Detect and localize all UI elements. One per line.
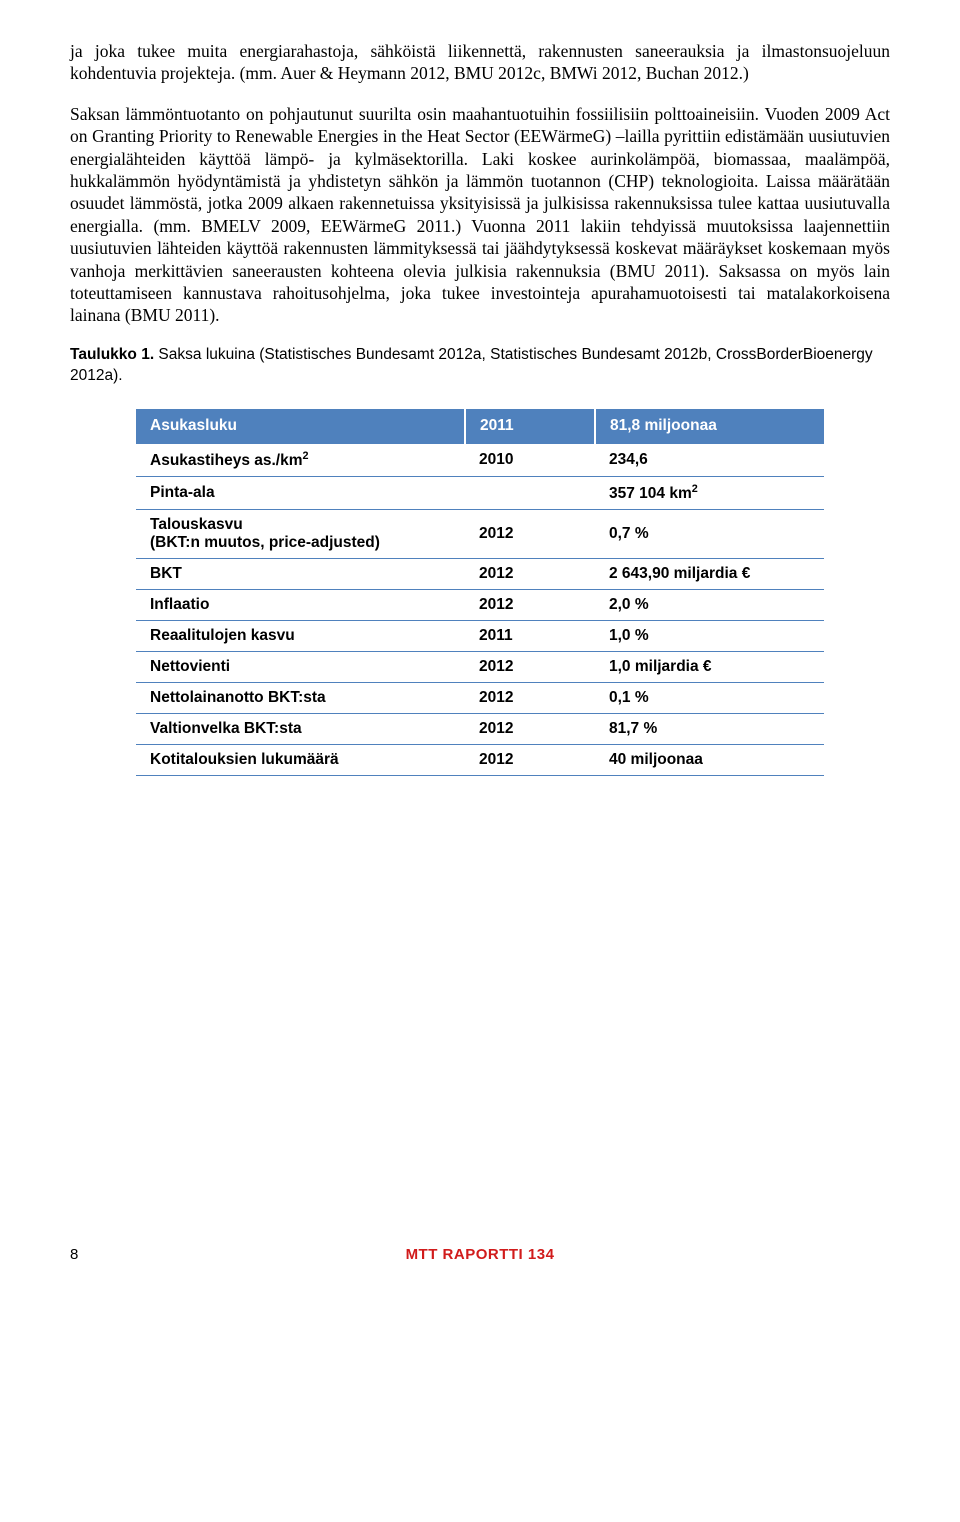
row-label: Nettovienti [136,651,465,682]
paragraph-2: Saksan lämmöntuotanto on pohjautunut suu… [70,103,890,327]
table-row: Nettovienti20121,0 miljardia € [136,651,824,682]
row-value: 1,0 % [595,620,824,651]
header-cell: 2011 [465,409,595,444]
row-value: 2 643,90 miljardia € [595,558,824,589]
page-footer: 8 MTT RAPORTTI 134 [70,1246,890,1287]
footer-brand: MTT RAPORTTI 134 [110,1246,850,1263]
document-page: ja joka tukee muita energiarahastoja, sä… [0,0,960,1317]
paragraph-1: ja joka tukee muita energiarahastoja, sä… [70,40,890,85]
header-cell: Asukasluku [136,409,465,444]
table-row: Talouskasvu(BKT:n muutos, price-adjusted… [136,509,824,558]
table-body: Asukastiheys as./km22010234,6Pinta-ala35… [136,443,824,775]
row-year: 2011 [465,620,595,651]
stats-table: Asukasluku 2011 81,8 miljoonaa Asukastih… [136,409,824,776]
row-label: Talouskasvu(BKT:n muutos, price-adjusted… [136,509,465,558]
row-year: 2012 [465,744,595,775]
row-value: 40 miljoonaa [595,744,824,775]
row-value: 0,7 % [595,509,824,558]
table-row: Valtionvelka BKT:sta201281,7 % [136,713,824,744]
row-year: 2012 [465,682,595,713]
caption-text: Saksa lukuina (Statistisches Bundesamt 2… [70,346,873,384]
table-caption: Taulukko 1. Saksa lukuina (Statistisches… [70,345,890,387]
row-value: 81,7 % [595,713,824,744]
row-value: 2,0 % [595,589,824,620]
row-label: Valtionvelka BKT:sta [136,713,465,744]
table-header-row: Asukasluku 2011 81,8 miljoonaa [136,409,824,444]
row-label: Reaalitulojen kasvu [136,620,465,651]
row-year: 2012 [465,589,595,620]
table-row: Inflaatio20122,0 % [136,589,824,620]
row-label: Nettolainanotto BKT:sta [136,682,465,713]
row-year: 2012 [465,713,595,744]
row-year: 2010 [465,443,595,476]
table-row: Nettolainanotto BKT:sta20120,1 % [136,682,824,713]
caption-label: Taulukko 1. [70,346,154,363]
table-row: Kotitalouksien lukumäärä201240 miljoonaa [136,744,824,775]
row-value: 1,0 miljardia € [595,651,824,682]
header-cell: 81,8 miljoonaa [595,409,824,444]
table-row: Pinta-ala 357 104 km2 [136,476,824,509]
row-value: 357 104 km2 [595,476,824,509]
row-label: Inflaatio [136,589,465,620]
table-row: Asukastiheys as./km22010234,6 [136,443,824,476]
row-year: 2012 [465,558,595,589]
row-year: 2012 [465,651,595,682]
row-label: Asukastiheys as./km2 [136,443,465,476]
row-label: BKT [136,558,465,589]
row-year [465,476,595,509]
page-number: 8 [70,1246,110,1263]
row-value: 234,6 [595,443,824,476]
row-year: 2012 [465,509,595,558]
row-value: 0,1 % [595,682,824,713]
table-row: Reaalitulojen kasvu20111,0 % [136,620,824,651]
row-label: Pinta-ala [136,476,465,509]
table-row: BKT20122 643,90 miljardia € [136,558,824,589]
row-label: Kotitalouksien lukumäärä [136,744,465,775]
